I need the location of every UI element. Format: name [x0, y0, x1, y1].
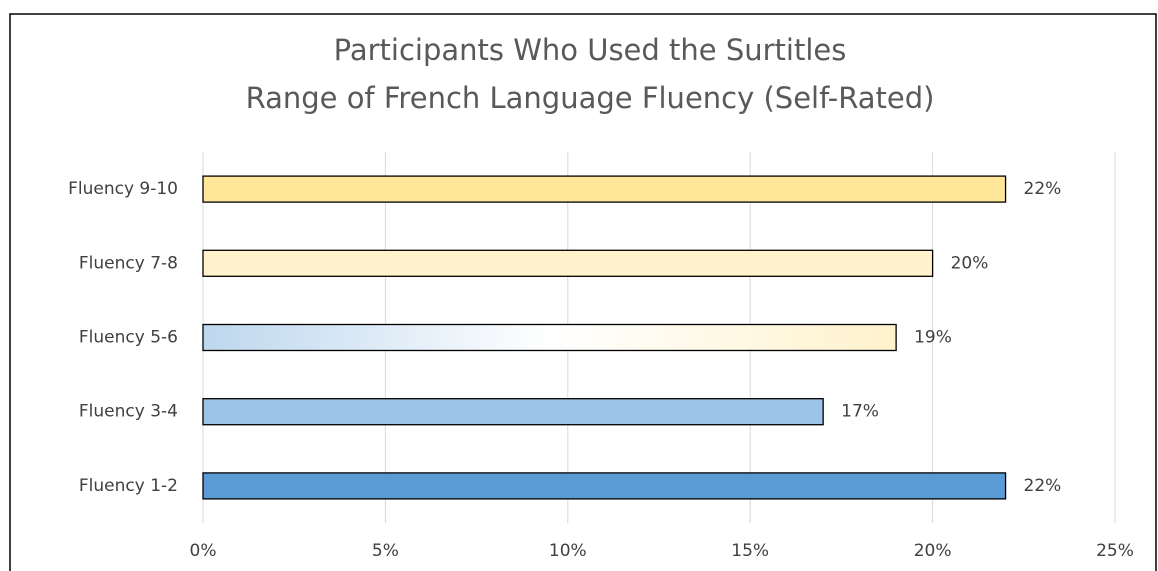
y-tick-label: Fluency 9-10: [68, 179, 178, 199]
frame: [9, 13, 1157, 571]
data-label: 20%: [951, 253, 989, 273]
data-label: 19%: [914, 328, 952, 348]
y-tick-label: Fluency 7-8: [79, 253, 178, 273]
bar: [202, 323, 897, 352]
chart-title: Participants Who Used the Surtitles: [334, 33, 847, 67]
chart-title: Range of French Language Fluency (Self-R…: [246, 81, 935, 115]
x-tick-label: 25%: [1096, 541, 1134, 561]
y-tick-label: Fluency 1-2: [79, 476, 178, 496]
x-tick-label: 5%: [372, 541, 399, 561]
y-tick-label: Fluency 5-6: [79, 328, 178, 348]
bar: [202, 249, 934, 277]
x-tick-label: 10%: [549, 541, 587, 561]
data-label: 22%: [1024, 476, 1062, 496]
x-tick-label: 0%: [190, 541, 217, 561]
bar: [202, 175, 1007, 203]
bar: [202, 398, 824, 426]
bar: [202, 472, 1007, 500]
x-tick-label: 15%: [731, 541, 769, 561]
data-label: 17%: [841, 402, 879, 422]
y-tick-label: Fluency 3-4: [79, 402, 178, 422]
x-tick-label: 20%: [914, 541, 952, 561]
data-label: 22%: [1024, 179, 1062, 199]
